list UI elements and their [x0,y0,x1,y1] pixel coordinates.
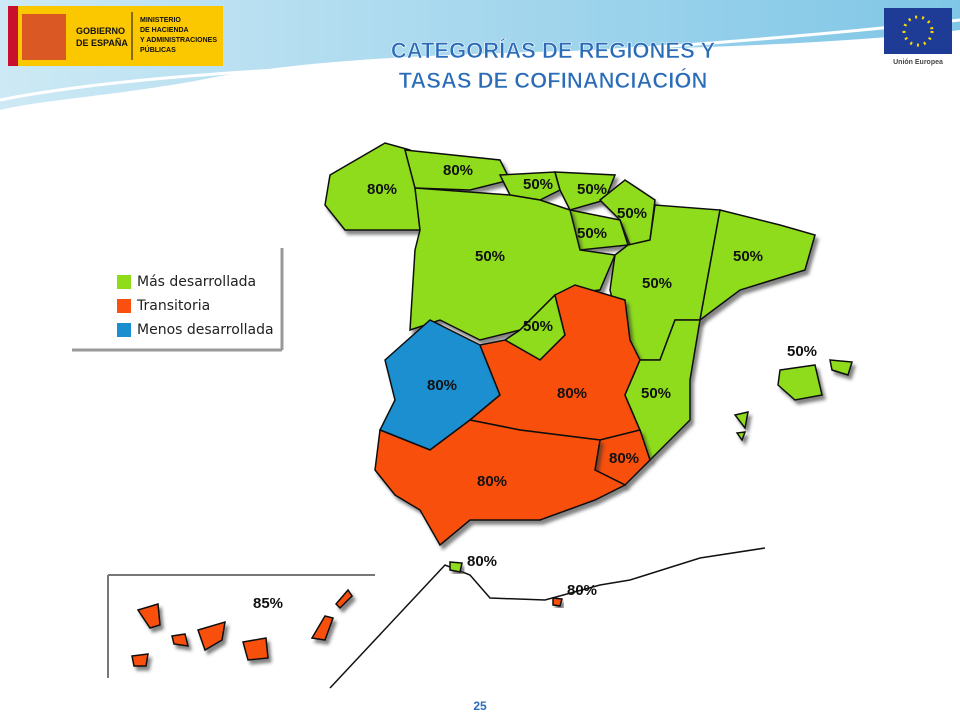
region-shape [171,633,189,647]
region [403,149,512,191]
region-shape [449,561,463,573]
region-shape [552,597,563,607]
region [552,597,563,607]
region-shape [334,588,353,610]
region-shape [733,411,749,430]
region-label: 50% [523,318,553,335]
ministry-text: PÚBLICAS [140,45,176,54]
government-text: GOBIERNO [76,26,125,36]
ministry-text: MINISTERIO [140,17,181,24]
region-shape [498,171,561,201]
ministry-text: Y ADMINISTRACIONES [140,37,217,44]
region [449,561,463,573]
government-logo: GOBIERNO DE ESPAÑA MINISTERIO DE HACIEND… [8,6,223,66]
region-shape [136,603,161,629]
region-label: 50% [787,343,817,360]
region-label: 50% [577,181,607,198]
canarias-frame [107,574,375,678]
region-label: 50% [733,248,763,265]
region-label: 50% [475,248,505,265]
legend-swatch [117,275,131,289]
legend-label: Más desarrollada [137,274,256,290]
region-label: 50% [642,275,672,292]
region-shape [829,359,853,376]
government-text: DE ESPAÑA [76,38,128,48]
title: CATEGORÍAS DE REGIONES Y [391,38,716,63]
region [733,359,853,442]
region-label: 80% [567,582,597,599]
region-shape [403,149,512,191]
region-label: 80% [467,553,497,570]
region [624,319,701,462]
region-label: 85% [253,595,283,612]
legend-label: Transitoria [136,298,210,314]
region-label: 80% [557,385,587,402]
region-label: 80% [443,162,473,179]
region-label: 80% [609,450,639,467]
region-label: 80% [367,181,397,198]
legend: Más desarrollada Transitoria Menos desarro… [117,274,274,338]
region-shape [197,620,226,652]
region-label: 80% [427,377,457,394]
region-label: 50% [577,225,607,242]
ministry-text: DE HACIENDA [140,27,189,34]
region-label: 80% [477,473,507,490]
legend-swatch [117,323,131,337]
region [131,588,353,667]
legend-swatch [117,299,131,313]
region [374,419,627,547]
region-shape [242,637,269,661]
region-shape [310,615,334,641]
swoosh-line [0,18,960,102]
region-label: 50% [641,385,671,402]
title: TASAS DE COFINANCIACIÓN [399,68,708,93]
region-shape [777,364,823,401]
legend-label: Menos desarrollada [137,322,274,338]
header-swoosh [0,0,960,110]
region-shape [374,419,627,547]
legend-frame [72,248,284,352]
region-shape [735,431,747,442]
region [498,171,561,201]
eu-logo: Unión Europea [884,8,952,66]
region-label: 50% [523,176,553,193]
region-label: 50% [617,205,647,222]
page-number: 25 [473,699,487,713]
eu-text: Unión Europea [893,59,943,66]
map: 80% 80% 50% 50% 50% 50% 50% 50% 50% 50% 80% 80% 50% 8… [131,142,853,667]
region-shape [131,653,149,667]
region-shape [624,319,701,462]
